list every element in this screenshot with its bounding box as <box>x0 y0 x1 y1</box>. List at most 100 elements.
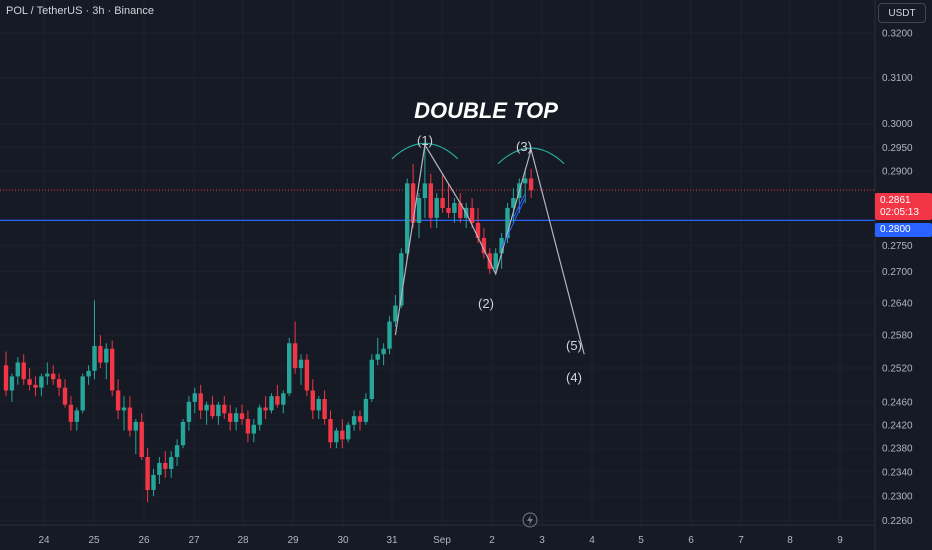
time-tick-label: Sep <box>433 535 451 546</box>
candle-body <box>133 421 138 431</box>
candle-up <box>92 300 97 380</box>
candle-down <box>3 351 9 397</box>
candle-body <box>145 457 150 490</box>
candle-up <box>387 316 392 355</box>
label-point-2: (2) <box>478 296 494 311</box>
double-top-drawing <box>391 142 585 355</box>
candle-body <box>322 398 327 420</box>
symbol-header[interactable]: POL / TetherUS · 3h · Binance <box>6 5 154 17</box>
time-tick-label: 26 <box>138 535 150 546</box>
candle-down <box>481 227 487 259</box>
candle-body <box>204 404 209 411</box>
candle-body <box>452 202 457 213</box>
candle-down <box>139 413 144 460</box>
candle-body <box>363 398 369 422</box>
candle-down <box>328 410 333 449</box>
time-axis[interactable]: 24 25 26 27 28 29 30 31 Sep 2 3 4 5 6 7 8 9 <box>38 535 843 546</box>
candle-up <box>298 354 304 385</box>
candle-up <box>316 396 321 420</box>
peak-arc <box>391 142 459 160</box>
price-tick-label: 0.2380 <box>882 444 913 455</box>
candle-body <box>104 348 109 363</box>
candle-body <box>475 222 481 239</box>
candle-body <box>192 393 197 402</box>
candle-body <box>316 398 321 411</box>
time-tick-label: 3 <box>539 535 545 546</box>
candle-body <box>233 413 239 422</box>
candle-down <box>239 404 245 425</box>
candle-up <box>104 343 109 380</box>
candle-body <box>33 384 38 388</box>
candle-up <box>257 404 262 431</box>
candle-body <box>387 321 392 349</box>
price-tick-label: 0.2640 <box>882 298 913 309</box>
candle-body <box>251 424 256 434</box>
candle-up <box>434 193 439 228</box>
candle-body <box>375 354 380 360</box>
candle-down <box>428 173 433 228</box>
time-tick-label: 27 <box>188 535 200 546</box>
candle-body <box>328 419 333 443</box>
candle-countdown: 02:05:13 <box>880 207 919 218</box>
candle-down <box>210 396 215 420</box>
time-tick-label: 2 <box>489 535 495 546</box>
candle-up <box>157 457 162 484</box>
candle-body <box>381 348 386 355</box>
pattern-zigzag-line <box>394 143 585 355</box>
current-price-value: 0.2861 <box>880 195 911 206</box>
candle-up <box>369 354 374 402</box>
candle-body <box>216 404 221 417</box>
candle-up <box>287 337 292 397</box>
time-tick-label: 4 <box>589 535 595 546</box>
price-tick-label: 0.2420 <box>882 420 913 431</box>
price-tick-label: 0.3100 <box>882 73 913 84</box>
candle-body <box>281 393 286 405</box>
candle-body <box>393 305 398 322</box>
candle-body <box>110 348 115 391</box>
candle-body <box>174 445 180 458</box>
candle-body <box>51 373 56 380</box>
candle-down <box>27 368 32 391</box>
price-tick-label: 0.2950 <box>882 143 913 154</box>
candle-body <box>499 238 504 254</box>
candle-down <box>292 321 298 374</box>
candle-up <box>493 248 498 274</box>
candle-body <box>304 359 310 391</box>
time-tick-label: 28 <box>237 535 249 546</box>
candle-body <box>298 359 304 369</box>
candle-body <box>340 430 345 440</box>
currency-button[interactable]: USDT <box>878 3 926 23</box>
price-axis[interactable]: 0.3200 0.3100 0.3000 0.2950 0.2900 0.2750 0.27… <box>882 29 913 527</box>
candle-body <box>239 413 245 420</box>
candle-body <box>469 207 475 223</box>
price-tick-label: 0.2260 <box>882 516 913 527</box>
candle-body <box>127 407 133 431</box>
candle-down <box>110 340 115 397</box>
label-point-5: (5) <box>566 338 582 353</box>
chart-grid <box>0 0 875 525</box>
lightning-icon[interactable] <box>522 512 538 528</box>
candle-body <box>62 387 68 405</box>
candle-up <box>346 421 351 443</box>
candle-up <box>15 356 20 385</box>
candle-up <box>216 401 221 425</box>
candle-down <box>51 365 56 385</box>
candle-body <box>369 359 374 399</box>
time-tick-label: 6 <box>688 535 694 546</box>
candle-body <box>180 421 186 446</box>
price-tick-label: 0.3000 <box>882 119 913 130</box>
candle-up <box>121 396 127 431</box>
candle-up <box>133 419 138 455</box>
candle-body <box>493 253 498 269</box>
candle-body <box>511 198 516 208</box>
candle-body <box>346 424 351 440</box>
candle-down <box>446 183 451 218</box>
time-tick-label: 8 <box>787 535 793 546</box>
candle-down <box>127 396 133 437</box>
candle-body <box>68 404 74 422</box>
pattern-title: DOUBLE TOP <box>414 98 558 123</box>
candle-down <box>228 404 233 431</box>
candle-body <box>357 416 363 422</box>
candle-body <box>263 407 268 411</box>
